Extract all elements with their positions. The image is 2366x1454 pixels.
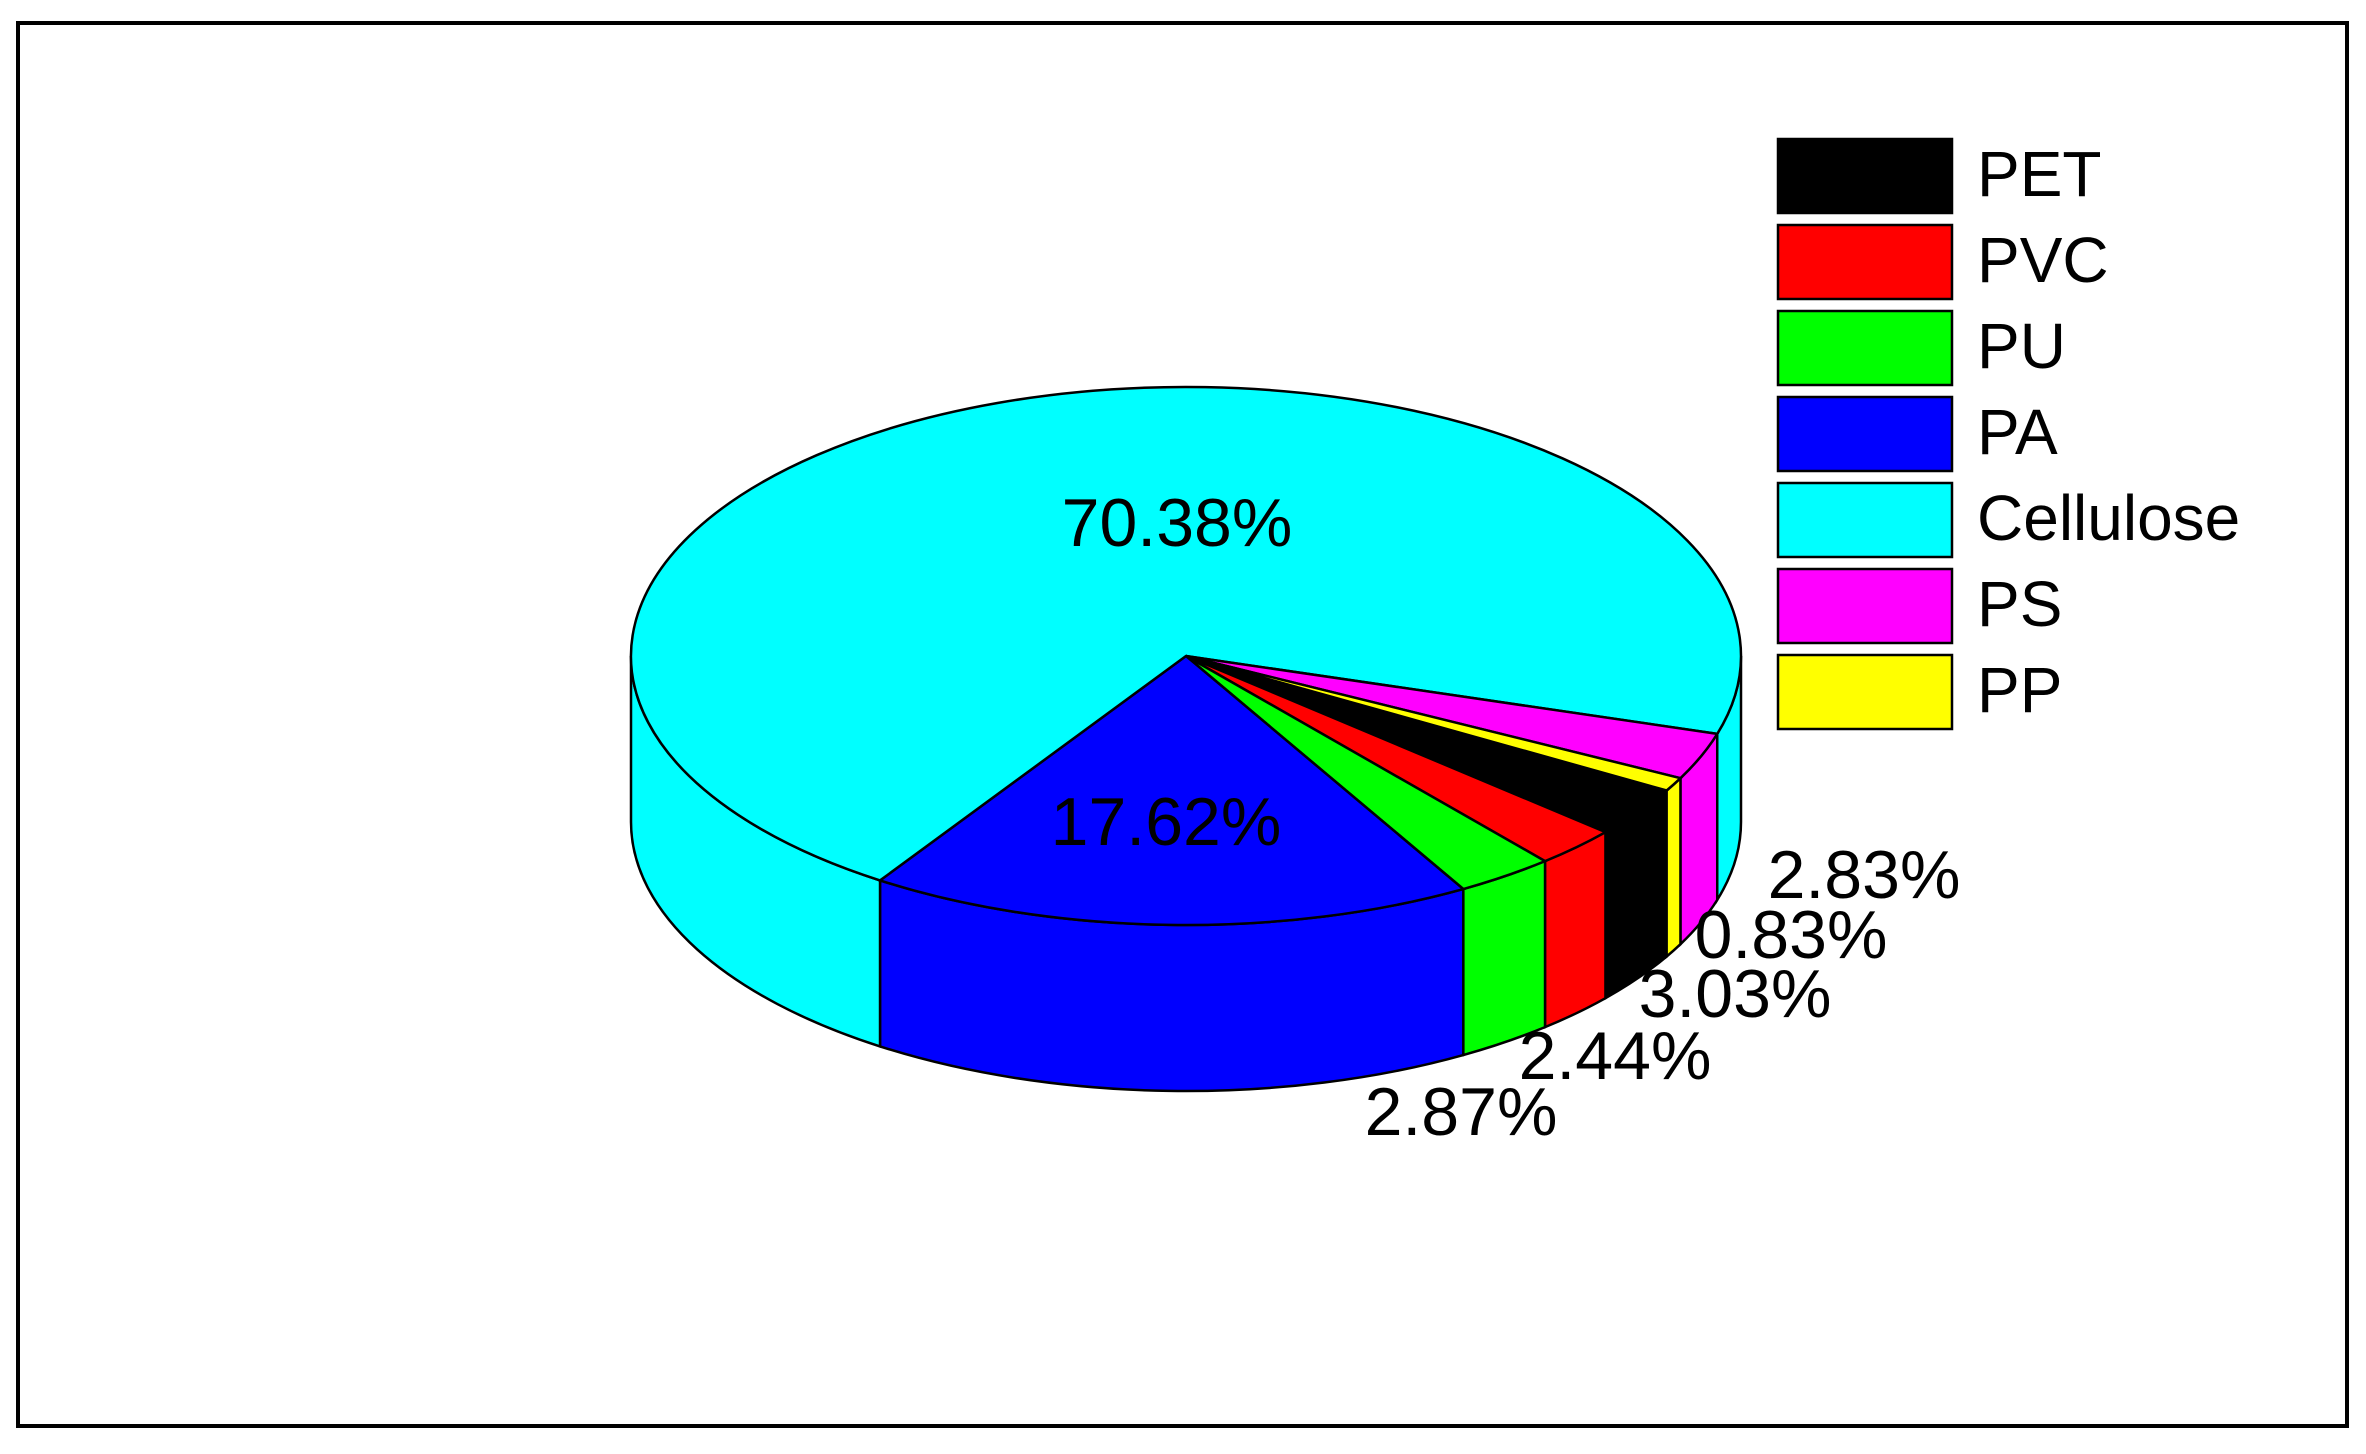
legend-label: PS <box>1977 568 2062 640</box>
legend-label: Cellulose <box>1977 482 2240 554</box>
value-label: 17.62% <box>1051 784 1282 860</box>
slice <box>629 385 1743 882</box>
legend-swatch <box>1776 395 1954 473</box>
value-label: 2.87% <box>1365 1074 1558 1150</box>
slice <box>877 654 1466 927</box>
legend-swatch <box>1776 481 1954 559</box>
legend-label: PU <box>1977 310 2066 382</box>
legend-swatch <box>1776 223 1954 301</box>
legend-swatch <box>1776 653 1954 731</box>
legend-label: PP <box>1977 654 2062 726</box>
slice-side <box>1665 775 1682 960</box>
legend-label: PET <box>1977 138 2101 210</box>
slice-side <box>1543 830 1607 1029</box>
legend-label: PVC <box>1977 224 2109 296</box>
value-label: 70.38% <box>1062 485 1293 561</box>
legend-swatch <box>1776 137 1954 215</box>
legend-label: PA <box>1977 396 2058 468</box>
value-label: 2.44% <box>1519 1018 1712 1094</box>
value-label: 0.83% <box>1695 897 1888 973</box>
legend-swatch <box>1776 567 1954 645</box>
value-label: 3.03% <box>1639 956 1832 1032</box>
slice <box>1185 654 1683 792</box>
value-label: 2.83% <box>1768 837 1961 913</box>
legend-swatch <box>1776 309 1954 387</box>
